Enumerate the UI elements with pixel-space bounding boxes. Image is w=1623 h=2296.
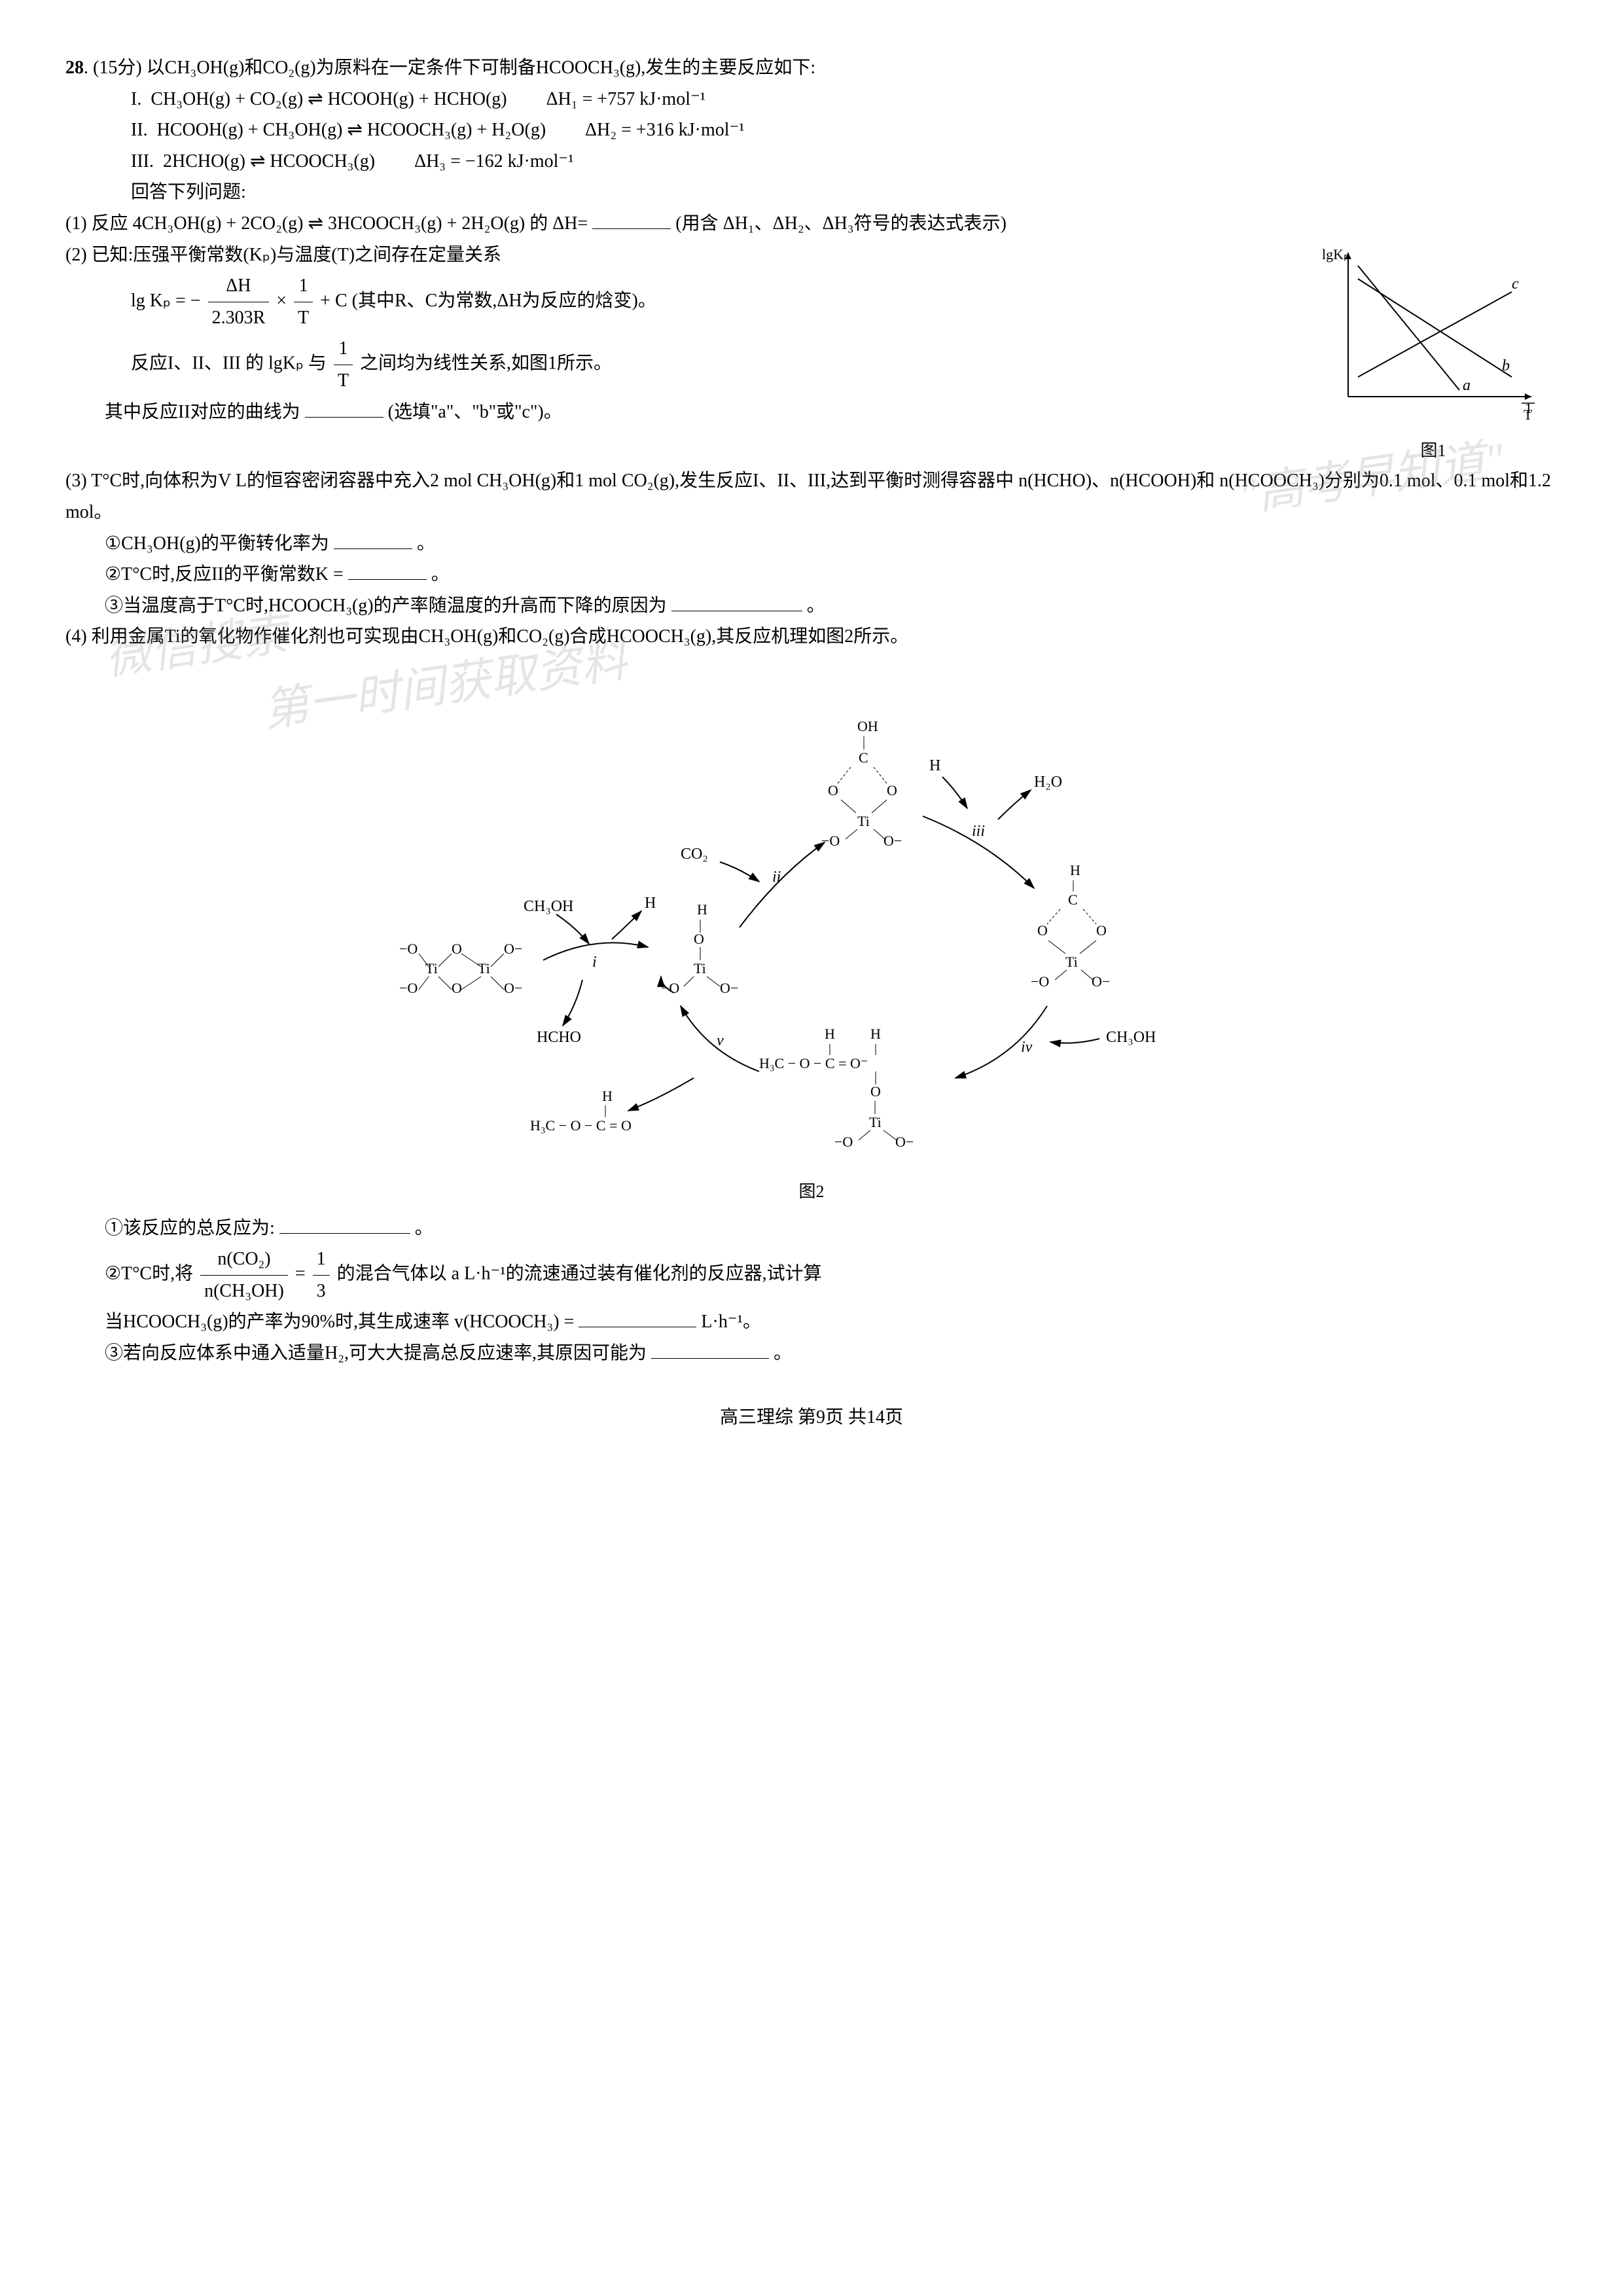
q3-sub1-blank[interactable] xyxy=(334,528,412,549)
q4-text-a: 利用金属Ti的氧化物作催化剂也可实现由CH₃OH(g)和CO₂(g)合成HCOO… xyxy=(92,626,909,647)
q2-label: (2) xyxy=(65,245,87,265)
q4-sub2b: 的混合气体以 a L·h⁻¹的流速通过装有催化剂的反应器,试计算 xyxy=(337,1264,822,1284)
figure1-caption: 图1 xyxy=(1309,437,1558,465)
q4-label: (4) xyxy=(65,626,87,647)
svg-text:H: H xyxy=(825,1026,835,1042)
figure-1: lgKₚ 1 T a b c xyxy=(1315,240,1551,423)
reaction-2-dh: ΔH₂ = +316 kJ·mol⁻¹ xyxy=(585,115,745,146)
svg-text:iv: iv xyxy=(1021,1039,1033,1056)
q2-text-b2: 之间均为线性关系,如图1所示。 xyxy=(360,353,612,374)
svg-text:−O: −O xyxy=(821,833,840,849)
svg-text:H: H xyxy=(697,901,707,918)
svg-text:−O: −O xyxy=(1031,973,1049,990)
svg-text:Ti: Ti xyxy=(425,960,438,977)
svg-text:H₂O: H₂O xyxy=(1034,774,1062,791)
q1-blank[interactable] xyxy=(592,208,671,229)
svg-text:O−: O− xyxy=(504,941,522,957)
q3-label: (3) xyxy=(65,471,87,491)
q4-sub1-blank[interactable] xyxy=(279,1213,410,1234)
q4-sub3: ③若向反应体系中通入适量H₂,可大大提高总反应速率,其原因可能为 xyxy=(105,1343,647,1363)
q3-sub3: ③当温度高于T°C时,HCOOCH₃(g)的产率随温度的升高而下降的原因为 xyxy=(105,596,667,616)
q3-text-a: T°C时,向体积为V L的恒容密闭容器中充入2 mol CH₃OH(g)和1 m… xyxy=(65,471,1551,522)
svg-text:−O: −O xyxy=(399,941,418,957)
svg-text:H: H xyxy=(870,1026,881,1042)
q4-sub2a: ②T°C时,将 xyxy=(105,1264,198,1284)
svg-text:O: O xyxy=(828,782,838,798)
svg-text:H: H xyxy=(602,1088,613,1104)
svg-text:H: H xyxy=(645,895,656,912)
q3-sub3-blank[interactable] xyxy=(671,590,802,611)
svg-text:O−: O− xyxy=(895,1134,914,1150)
svg-text:−O: −O xyxy=(661,980,679,996)
q1-text-a: 反应 4CH₃OH(g) + 2CO₂(g) ⇌ 3HCOOCH₃(g) + 2… xyxy=(92,213,588,234)
q3-sub2-blank[interactable] xyxy=(348,559,427,580)
svg-text:Ti: Ti xyxy=(1065,954,1078,970)
svg-text:−O: −O xyxy=(834,1134,853,1150)
svg-text:C: C xyxy=(1068,891,1078,908)
reaction-3-dh: ΔH₃ = −162 kJ·mol⁻¹ xyxy=(414,146,574,177)
q4-sub2c: 当HCOOCH₃(g)的产率为90%时,其生成速率 v(HCOOCH₃) = xyxy=(105,1312,574,1332)
svg-text:c: c xyxy=(1512,276,1519,293)
svg-text:H: H xyxy=(1070,862,1080,878)
svg-text:O−: O− xyxy=(1092,973,1110,990)
page-footer: 高三理综 第9页 共14页 xyxy=(65,1402,1558,1433)
svg-text:CH₃OH: CH₃OH xyxy=(1106,1029,1156,1046)
svg-text:H₃C − O − C = O⁻: H₃C − O − C = O⁻ xyxy=(759,1055,868,1071)
q4-sub3-blank[interactable] xyxy=(651,1338,769,1359)
q2-text-c: 其中反应II对应的曲线为 xyxy=(105,402,300,422)
svg-text:O: O xyxy=(1096,922,1107,939)
q2-text-c2: (选填"a"、"b"或"c")。 xyxy=(388,402,562,422)
intro-text: 以CH₃OH(g)和CO₂(g)为原料在一定条件下可制备HCOOCH₃(g),发… xyxy=(147,58,815,78)
fig1-ylabel: lgKₚ xyxy=(1322,246,1349,262)
svg-text:H₃C − O − C = O: H₃C − O − C = O xyxy=(530,1117,632,1134)
svg-text:CO₂: CO₂ xyxy=(681,846,708,863)
question-number: 28 xyxy=(65,58,84,78)
svg-text:b: b xyxy=(1502,357,1510,374)
figure-2: −O O O− Ti Ti −O O O− i CH₃OH H xyxy=(353,666,1270,1163)
svg-text:v: v xyxy=(717,1032,724,1049)
svg-text:i: i xyxy=(592,954,597,971)
svg-text:HCHO: HCHO xyxy=(537,1029,581,1046)
q1-text-b: (用含 ΔH₁、ΔH₂、ΔH₃符号的表达式表示) xyxy=(675,213,1007,234)
svg-text:T: T xyxy=(1524,406,1533,423)
reaction-1: I. CH₃OH(g) + CO₂(g) ⇌ HCOOH(g) + HCHO(g… xyxy=(131,84,507,115)
q2-text-b: 反应I、II、III 的 lgKₚ 与 xyxy=(131,353,331,374)
figure2-caption: 图2 xyxy=(65,1177,1558,1206)
q3-sub2: ②T°C时,反应II的平衡常数K = xyxy=(105,564,344,584)
points: (15分) xyxy=(93,58,142,78)
reaction-2: II. HCOOH(g) + CH₃OH(g) ⇌ HCOOCH₃(g) + H… xyxy=(131,115,546,146)
q2-formula: lg Kₚ = − ΔH2.303R × 1T + C (其中R、C为常数,ΔH… xyxy=(131,291,656,311)
q2-blank[interactable] xyxy=(305,397,383,418)
svg-text:a: a xyxy=(1463,377,1471,394)
q4-sub1: ①该反应的总反应为: xyxy=(105,1218,275,1238)
svg-text:O: O xyxy=(452,980,462,996)
svg-text:O: O xyxy=(870,1083,881,1100)
svg-text:O: O xyxy=(1037,922,1048,939)
svg-text:−O: −O xyxy=(399,980,418,996)
q4-sub2c-blank[interactable] xyxy=(579,1307,696,1328)
reaction-3: III. 2HCHO(g) ⇌ HCOOCH₃(g) xyxy=(131,146,375,177)
q1-label: (1) xyxy=(65,213,87,234)
svg-text:Ti: Ti xyxy=(478,960,490,977)
svg-text:C: C xyxy=(859,749,868,766)
svg-text:iii: iii xyxy=(972,823,985,840)
svg-text:Ti: Ti xyxy=(857,813,870,829)
svg-text:OH: OH xyxy=(857,718,878,734)
svg-text:O: O xyxy=(887,782,897,798)
svg-text:O−: O− xyxy=(504,980,522,996)
svg-text:H: H xyxy=(929,757,940,774)
svg-text:O: O xyxy=(452,941,462,957)
svg-text:Ti: Ti xyxy=(869,1114,882,1130)
svg-text:CH₃OH: CH₃OH xyxy=(524,898,573,915)
svg-text:ii: ii xyxy=(772,869,781,886)
svg-text:O−: O− xyxy=(883,833,902,849)
answer-prompt: 回答下列问题: xyxy=(65,177,1558,208)
svg-text:O−: O− xyxy=(720,980,738,996)
q2-text-a: 已知:压强平衡常数(Kₚ)与温度(T)之间存在定量关系 xyxy=(92,245,501,265)
svg-text:O: O xyxy=(694,931,704,947)
svg-text:Ti: Ti xyxy=(694,960,706,977)
q3-sub1: ①CH₃OH(g)的平衡转化率为 xyxy=(105,533,329,554)
reaction-1-dh: ΔH₁ = +757 kJ·mol⁻¹ xyxy=(546,84,706,115)
